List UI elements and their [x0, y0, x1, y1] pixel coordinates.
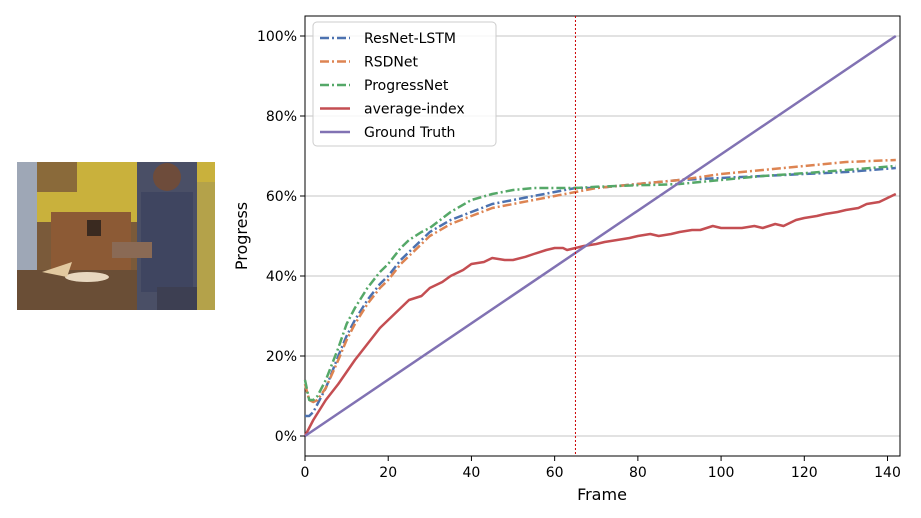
x-tick-label: 20: [379, 465, 397, 481]
legend-label: ResNet-LSTM: [364, 31, 456, 47]
series-line-progressnet: [303, 164, 896, 402]
legend-box: [312, 21, 497, 147]
x-axis-ticks: 0 20 40 60 80 100 120 140: [301, 456, 901, 481]
x-axis-label: Frame: [577, 485, 627, 504]
x-tick-label: 100: [708, 465, 735, 481]
y-tick-label: 60%: [266, 189, 297, 205]
y-tick-label: 0%: [275, 429, 297, 445]
legend: ResNet-LSTM RSDNet ProgressNet average-inde…: [312, 21, 497, 147]
legend-label: average-index: [364, 102, 465, 118]
y-tick-label: 80%: [266, 109, 297, 125]
x-tick-label: 140: [874, 465, 901, 481]
series-line-rsdnet: [303, 158, 896, 404]
kitchen-scene: [17, 162, 215, 310]
y-axis-ticks: 0% 20% 40% 60% 80% 100%: [257, 29, 305, 445]
y-axis-label: Progress: [232, 202, 251, 270]
x-tick-label: 120: [791, 465, 818, 481]
x-tick-label: 0: [301, 465, 310, 481]
series-line-ground-truth: [304, 34, 897, 438]
plot-area-frame: [304, 15, 901, 457]
y-tick-label: 100%: [257, 29, 297, 45]
y-tick-label: 40%: [266, 269, 297, 285]
legend-label: RSDNet: [364, 55, 418, 71]
x-tick-label: 80: [629, 465, 647, 481]
series-line-average-index: [303, 192, 897, 437]
x-tick-label: 40: [463, 465, 481, 481]
series-line-resnet-lstm: [305, 166, 896, 418]
legend-label: ProgressNet: [364, 78, 449, 94]
video-frame-image: [17, 162, 215, 310]
legend-label: Ground Truth: [364, 125, 455, 141]
y-tick-label: 20%: [266, 349, 297, 365]
x-tick-label: 60: [546, 465, 564, 481]
series-lines: [303, 34, 897, 438]
